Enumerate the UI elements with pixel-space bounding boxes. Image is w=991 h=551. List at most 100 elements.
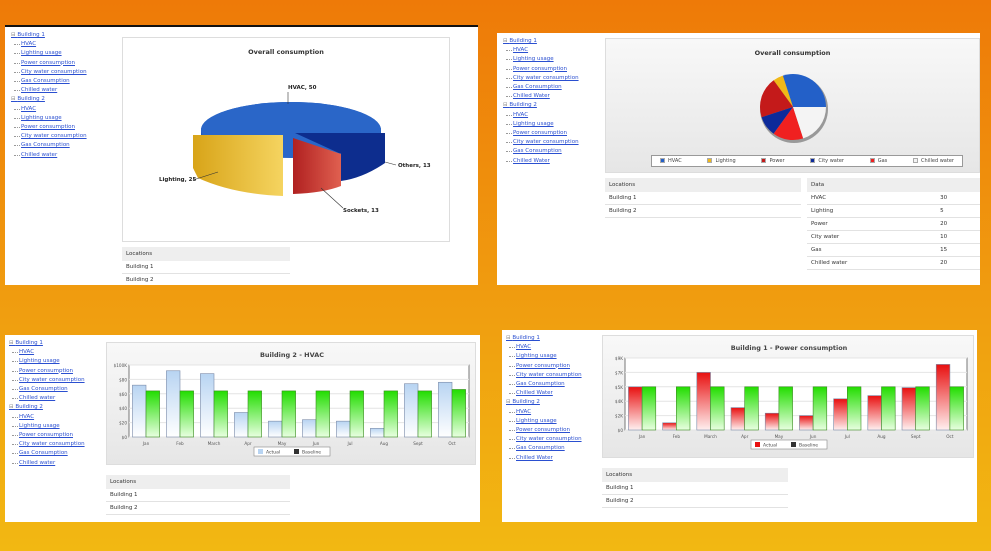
- tree-link[interactable]: Power consumption: [9, 367, 85, 376]
- y-tick-label: $60: [119, 392, 127, 397]
- tree-link[interactable]: Gas Consumption: [506, 380, 582, 389]
- tree-node-building[interactable]: Building 1: [11, 31, 87, 40]
- legend-label: Power: [769, 158, 785, 164]
- tree-link[interactable]: Chilled water: [11, 86, 87, 95]
- table-row[interactable]: Gas 15: [807, 243, 980, 257]
- tree-link[interactable]: Power consumption: [506, 362, 582, 371]
- tree-link[interactable]: HVAC: [503, 111, 579, 120]
- legend-swatch-icon: [761, 158, 767, 163]
- x-tick-label: May: [775, 434, 784, 439]
- tree-link[interactable]: Chilled water: [11, 151, 87, 160]
- label-lighting: Lighting, 25: [159, 177, 196, 183]
- tree-link[interactable]: Power consumption: [9, 431, 85, 440]
- table-row[interactable]: Chilled water 20: [807, 256, 980, 270]
- label-hvac: HVAC, 50: [288, 85, 317, 91]
- tree-link[interactable]: City water consumption: [11, 132, 87, 141]
- legend-baseline-icon: [294, 449, 299, 454]
- tree-node-building[interactable]: Building 1: [503, 37, 579, 46]
- bar-baseline: [145, 390, 160, 438]
- table-row[interactable]: Building 1: [122, 261, 290, 274]
- tree-link[interactable]: Power consumption: [11, 123, 87, 132]
- tree-link[interactable]: Lighting usage: [506, 417, 582, 426]
- legend-item[interactable]: Gas: [869, 158, 887, 164]
- table-row[interactable]: Building 1: [605, 192, 801, 205]
- tree-link[interactable]: Lighting usage: [9, 357, 85, 366]
- tree-link[interactable]: Gas Consumption: [9, 449, 85, 458]
- tree-link[interactable]: Lighting usage: [9, 422, 85, 431]
- legend-item[interactable]: HVAC: [660, 158, 682, 164]
- tree-link[interactable]: Gas Consumption: [503, 83, 579, 92]
- x-tick-label: Oct: [448, 441, 456, 446]
- tree-node-building[interactable]: Building 2: [503, 101, 579, 110]
- x-tick-label: May: [278, 441, 287, 446]
- bar-baseline: [812, 386, 828, 431]
- tree-link[interactable]: HVAC: [506, 408, 582, 417]
- tree-link[interactable]: HVAC: [11, 40, 87, 49]
- tree-link[interactable]: City water consumption: [506, 435, 582, 444]
- tree-link[interactable]: HVAC: [9, 348, 85, 357]
- tree-link[interactable]: Gas Consumption: [9, 385, 85, 394]
- tree-link[interactable]: Gas Consumption: [503, 147, 579, 156]
- tree-link[interactable]: Gas Consumption: [11, 77, 87, 86]
- table-row[interactable]: Building 2: [106, 501, 290, 515]
- table-row[interactable]: Building 2: [605, 204, 801, 218]
- tree-node-building[interactable]: Building 2: [11, 95, 87, 104]
- tree-link[interactable]: Lighting usage: [503, 120, 579, 129]
- tree-link[interactable]: Power consumption: [503, 65, 579, 74]
- tree-node-building[interactable]: Building 1: [9, 339, 85, 348]
- tree-link[interactable]: City water consumption: [503, 74, 579, 83]
- legend-item[interactable]: Chilled water: [913, 158, 954, 164]
- table-row[interactable]: Building 1: [602, 482, 788, 495]
- legend-item[interactable]: Lighting: [707, 158, 736, 164]
- legend-baseline-icon: [791, 442, 796, 447]
- tree-link[interactable]: Chilled Water: [506, 389, 582, 398]
- tree-node-building[interactable]: Building 1: [506, 334, 582, 343]
- tree-link[interactable]: Chilled Water: [506, 454, 582, 463]
- tree-link[interactable]: City water consumption: [9, 376, 85, 385]
- tree-link[interactable]: Chilled Water: [503, 157, 579, 166]
- tree-link[interactable]: Power consumption: [11, 59, 87, 68]
- bar-actual: [662, 422, 677, 431]
- tree-link[interactable]: Chilled water: [9, 394, 85, 403]
- pie-chart-3d: Overall consumption HVAC, 50 Lighting, 2…: [122, 37, 450, 242]
- tree-link[interactable]: HVAC: [506, 343, 582, 352]
- table-row[interactable]: Power 20: [807, 217, 980, 231]
- tree-link[interactable]: Lighting usage: [11, 114, 87, 123]
- tree-link[interactable]: City water consumption: [506, 371, 582, 380]
- table-row[interactable]: City water 10: [807, 230, 980, 244]
- tree-node-building[interactable]: Building 2: [506, 398, 582, 407]
- legend-item[interactable]: Power: [761, 158, 785, 164]
- tree-link[interactable]: Power consumption: [506, 426, 582, 435]
- bar-actual: [268, 420, 283, 438]
- tree-link[interactable]: Lighting usage: [503, 55, 579, 64]
- tree-link[interactable]: City water consumption: [503, 138, 579, 147]
- tree-link[interactable]: Gas Consumption: [11, 141, 87, 150]
- x-tick-label: March: [704, 434, 717, 439]
- chart-title: Building 1 - Power consumption: [731, 344, 848, 352]
- legend-actual-icon: [258, 449, 263, 454]
- tree-link[interactable]: Lighting usage: [506, 352, 582, 361]
- tree-link[interactable]: Lighting usage: [11, 49, 87, 58]
- table-row[interactable]: Building 1: [106, 489, 290, 502]
- y-tick-label: $20: [119, 421, 127, 426]
- chart-title: Overall consumption: [754, 49, 831, 57]
- tree-link[interactable]: Chilled water: [9, 459, 85, 468]
- legend-item[interactable]: City water: [810, 158, 844, 164]
- tree-link[interactable]: City water consumption: [11, 68, 87, 77]
- table-row[interactable]: Building 2: [122, 273, 290, 285]
- table-row[interactable]: Building 2: [602, 494, 788, 508]
- tree-link[interactable]: Gas Consumption: [506, 444, 582, 453]
- tree-link[interactable]: City water consumption: [9, 440, 85, 449]
- tree-link[interactable]: HVAC: [9, 413, 85, 422]
- bar-actual: [833, 398, 848, 431]
- tree-link[interactable]: HVAC: [11, 105, 87, 114]
- tree-node-building[interactable]: Building 2: [9, 403, 85, 412]
- table-row[interactable]: Lighting 5: [807, 204, 980, 218]
- tree-link[interactable]: HVAC: [503, 46, 579, 55]
- tree-link[interactable]: Chilled Water: [503, 92, 579, 101]
- tree-link[interactable]: Power consumption: [503, 129, 579, 138]
- table-row[interactable]: HVAC 30: [807, 192, 980, 205]
